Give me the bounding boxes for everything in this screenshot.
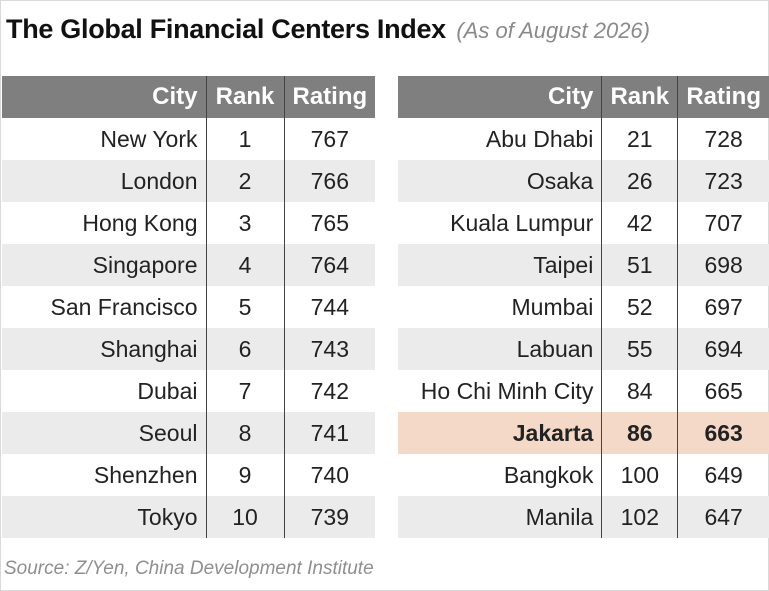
cell-rank: 52 bbox=[601, 286, 679, 328]
table-row: Dubai 7 742 bbox=[2, 370, 375, 412]
cell-rating: 743 bbox=[284, 328, 376, 370]
header-rank: Rank bbox=[206, 76, 285, 118]
cell-rank: 3 bbox=[206, 202, 285, 244]
header-city: City bbox=[398, 76, 603, 118]
ranking-table-left: City Rank Rating New York 1 767 London 2 766 H… bbox=[2, 76, 376, 538]
cell-city: Bangkok bbox=[398, 454, 603, 496]
table-row: London 2 766 bbox=[2, 160, 376, 202]
header-rank: Rank bbox=[601, 76, 679, 118]
cell-rating: 739 bbox=[284, 496, 376, 538]
cell-city: Dubai bbox=[2, 370, 207, 412]
cell-rank: 4 bbox=[206, 244, 285, 286]
cell-rank: 84 bbox=[601, 370, 679, 412]
cell-rating: 694 bbox=[677, 328, 769, 370]
source-note: Source: Z/Yen, China Development Institu… bbox=[4, 558, 374, 579]
cell-rank: 55 bbox=[601, 328, 679, 370]
header-rating: Rating bbox=[677, 76, 769, 118]
cell-city: San Francisco bbox=[2, 286, 207, 328]
table-row: Hong Kong 3 765 bbox=[2, 202, 375, 244]
table-row: Singapore 4 764 bbox=[2, 244, 376, 286]
chart-subtitle: (As of August 2026) bbox=[456, 18, 650, 43]
header-city: City bbox=[2, 76, 207, 118]
table-row: Bangkok 100 649 bbox=[398, 454, 769, 496]
cell-rating: 649 bbox=[704, 461, 743, 488]
header-rating: Rating bbox=[284, 76, 376, 118]
cell-city: Tokyo bbox=[2, 496, 207, 538]
cell-city: Mumbai bbox=[398, 286, 603, 328]
table-row: Shanghai 6 743 bbox=[2, 328, 376, 370]
cell-rating: 697 bbox=[704, 293, 743, 320]
cell-city: Seoul bbox=[2, 412, 207, 454]
cell-city: New York bbox=[2, 118, 207, 160]
cell-rating: 767 bbox=[310, 125, 350, 152]
table-row: Manila 102 647 bbox=[398, 496, 769, 538]
table-row: Mumbai 52 697 bbox=[398, 286, 769, 328]
cell-rating: 742 bbox=[310, 377, 350, 404]
cell-rating: 766 bbox=[284, 160, 376, 202]
cell-rating: 765 bbox=[310, 209, 350, 236]
cell-rating: 728 bbox=[704, 125, 743, 152]
cell-rank: 1 bbox=[206, 118, 285, 160]
cell-city: Jakarta bbox=[398, 412, 603, 454]
cell-rank: 102 bbox=[601, 496, 679, 538]
cell-rank: 8 bbox=[206, 412, 285, 454]
cell-city: Ho Chi Minh City bbox=[398, 370, 603, 412]
cell-city: Hong Kong bbox=[2, 202, 207, 244]
cell-rank: 6 bbox=[206, 328, 285, 370]
cell-city: Labuan bbox=[398, 328, 603, 370]
cell-rating: 740 bbox=[310, 461, 350, 488]
cell-rating: 647 bbox=[677, 496, 769, 538]
table-row: Seoul 8 741 bbox=[2, 412, 376, 454]
cell-rating: 698 bbox=[677, 244, 769, 286]
table-row: Labuan 55 694 bbox=[398, 328, 769, 370]
cell-rank: 26 bbox=[601, 160, 679, 202]
cell-rank: 9 bbox=[206, 454, 285, 496]
cell-rank: 21 bbox=[601, 118, 679, 160]
cell-rank: 42 bbox=[601, 202, 679, 244]
cell-city: Kuala Lumpur bbox=[398, 202, 603, 244]
title-row: The Global Financial Centers Index (As o… bbox=[6, 14, 650, 54]
cell-rating: 707 bbox=[704, 209, 743, 236]
table-row: Tokyo 10 739 bbox=[2, 496, 376, 538]
cell-rank: 5 bbox=[206, 286, 285, 328]
cell-rank: 51 bbox=[601, 244, 679, 286]
cell-rating: 665 bbox=[704, 377, 743, 404]
table-header-row: City Rank Rating bbox=[398, 76, 769, 118]
ranking-table-right: City Rank Rating Abu Dhabi 21 728 Osaka 26 72… bbox=[398, 76, 769, 538]
cell-city: Taipei bbox=[398, 244, 603, 286]
cell-rating: 723 bbox=[677, 160, 769, 202]
cell-rating: 744 bbox=[310, 293, 350, 320]
table-body-left: New York 1 767 London 2 766 Hong Kong 3 765 Singa… bbox=[2, 118, 376, 538]
cell-city: London bbox=[2, 160, 207, 202]
cell-rating: 764 bbox=[284, 244, 376, 286]
cell-rank: 100 bbox=[601, 454, 679, 496]
cell-city: Singapore bbox=[2, 244, 207, 286]
table-row: Abu Dhabi 21 728 bbox=[398, 118, 769, 160]
table-row: San Francisco 5 744 bbox=[2, 286, 375, 328]
table-row: New York 1 767 bbox=[2, 118, 375, 160]
table-row-highlighted: Jakarta 86 663 bbox=[398, 412, 769, 454]
table-row: Kuala Lumpur 42 707 bbox=[398, 202, 769, 244]
table-row: Osaka 26 723 bbox=[398, 160, 769, 202]
cell-rating: 741 bbox=[284, 412, 376, 454]
cell-rank: 86 bbox=[601, 412, 679, 454]
cell-city: Shenzhen bbox=[2, 454, 207, 496]
table-row: Ho Chi Minh City 84 665 bbox=[398, 370, 769, 412]
cell-rating: 663 bbox=[677, 412, 769, 454]
cell-city: Osaka bbox=[398, 160, 603, 202]
table-row: Taipei 51 698 bbox=[398, 244, 769, 286]
cell-rank: 10 bbox=[206, 496, 285, 538]
table-body-right: Abu Dhabi 21 728 Osaka 26 723 Kuala Lumpur 42 70… bbox=[398, 118, 769, 538]
cell-city: Manila bbox=[398, 496, 603, 538]
table-header-row: City Rank Rating bbox=[2, 76, 376, 118]
chart-title: The Global Financial Centers Index bbox=[6, 14, 446, 44]
cell-rank: 2 bbox=[206, 160, 285, 202]
cell-city: Shanghai bbox=[2, 328, 207, 370]
table-row: Shenzhen 9 740 bbox=[2, 454, 375, 496]
cell-city: Abu Dhabi bbox=[398, 118, 603, 160]
cell-rank: 7 bbox=[206, 370, 285, 412]
